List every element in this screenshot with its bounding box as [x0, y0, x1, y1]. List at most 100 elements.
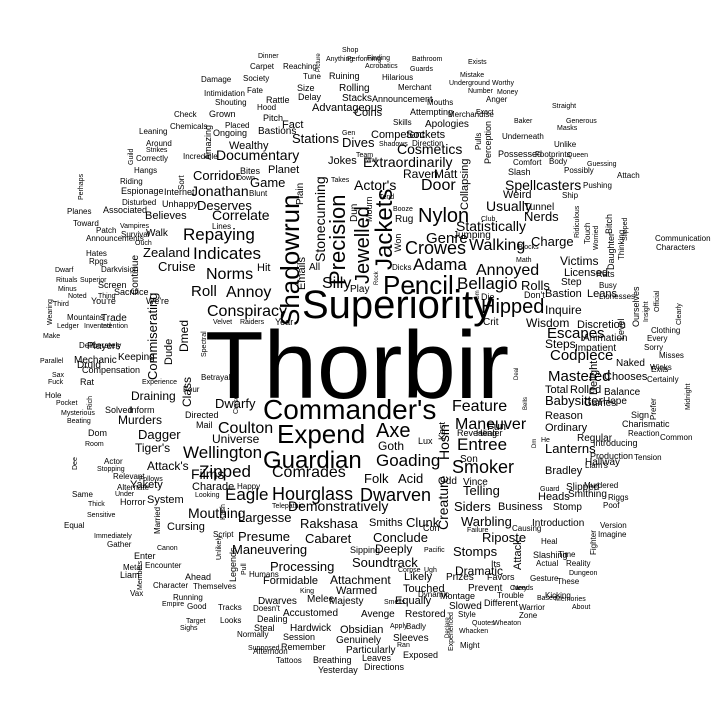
word-hardwick: Hardwick: [290, 623, 332, 634]
word-bradley: Bradley: [545, 465, 583, 477]
word-correctly: Guild: [128, 149, 135, 165]
word-repaying: Repaying: [183, 225, 255, 244]
word-dealing: Dealing: [257, 614, 288, 624]
word-games: Games: [584, 398, 616, 409]
word-hourglass: Hourglass: [272, 484, 353, 504]
word-strikes: Leaning: [139, 127, 167, 136]
word-tension: Production: [590, 451, 633, 461]
word-members: Pull: [241, 563, 248, 575]
word-avenge: Avenge: [361, 609, 395, 620]
word-rolling: Advantageous: [312, 102, 383, 114]
word-reason: Reason: [545, 410, 583, 422]
word-reaction: Sign: [631, 410, 649, 420]
word-step: Ship: [562, 191, 579, 200]
word-common: Charismatic: [622, 419, 670, 429]
word-dude: Spectral: [201, 331, 208, 357]
word-team: Competent: [371, 129, 425, 141]
word-beating: Mysterious: [61, 410, 95, 417]
word-pulls: Skills: [393, 118, 412, 127]
word-ship: Blocks: [518, 244, 539, 251]
word-possibly: Body: [549, 157, 567, 166]
word-prevent: Prevent: [468, 583, 503, 594]
word-coulton: Coulton: [218, 420, 273, 437]
word-dee: Mail: [196, 420, 213, 430]
word-underground: Worthy: [492, 80, 515, 87]
word-version: Poof: [603, 501, 620, 510]
word-naked: Impatient: [575, 343, 616, 354]
word-vax: Humans: [249, 570, 279, 579]
word-inquire: Leans: [587, 288, 617, 300]
word-canon: Happy: [237, 482, 260, 491]
word-accustomed: Accustomed: [283, 608, 338, 619]
word-amazing: Correctly: [136, 154, 168, 163]
word-bites: Internet: [164, 187, 195, 197]
word-restored: Restored: [405, 609, 446, 620]
word-kest: Deal: [514, 368, 520, 380]
word-style: Wheaton: [493, 620, 521, 627]
word-dinner: Reaching: [283, 62, 317, 71]
word-feature: Feature: [452, 398, 507, 415]
word-smiths: Smiths: [369, 517, 403, 529]
word-matt: Matt: [434, 167, 458, 181]
word-druid: Raiders: [240, 319, 265, 326]
word-reality: Actual: [536, 559, 558, 568]
word-target: Looks: [220, 616, 241, 625]
word-indicates: Indicates: [193, 244, 261, 263]
word-equally: Equally: [395, 595, 432, 607]
word-siders: Siders: [454, 499, 491, 514]
word-licensed: Victims: [560, 254, 598, 268]
word-zone: Warrior: [519, 603, 545, 612]
word-ordinary: Ordinary: [545, 422, 588, 434]
word-murders: Murders: [118, 413, 162, 427]
word-body: Attach: [617, 171, 640, 180]
word-picture: Carpet: [250, 62, 275, 71]
word-midnight: Prefer: [649, 398, 658, 420]
word-cabaret: Cabaret: [305, 531, 352, 546]
word-pencil: Pencil: [383, 270, 454, 300]
word-babysitter: Babysitter: [545, 393, 603, 408]
word-failure: Style: [458, 610, 476, 619]
word-queen: Generous: [566, 118, 597, 125]
word-baker: Footprints: [535, 150, 571, 159]
word-themselves: Vax: [130, 589, 143, 598]
word-obsidian: Obsidian: [340, 624, 383, 636]
word-afternoon: Afternoon: [253, 647, 288, 656]
word-acrobatics: Finding: [367, 55, 390, 62]
word-needs: Failure: [467, 527, 489, 534]
word-impatient: Steps: [545, 337, 576, 351]
word-advantageous: Fact: [282, 119, 303, 131]
word-folk: Folk: [364, 471, 389, 486]
word-hope: Balance: [604, 387, 641, 398]
word-dwarfy: Dwarfy: [215, 396, 256, 411]
word-worried: Bitch: [604, 214, 614, 234]
word-down: Planet: [268, 164, 299, 176]
word-plain: Plain: [295, 183, 306, 205]
word-leaning: Chemicals: [170, 122, 207, 131]
word-wheaton: Might: [460, 641, 480, 650]
word-ran: Apply: [390, 623, 408, 630]
word-hipped: Hipped: [481, 296, 544, 318]
word-majesty: Majesty: [329, 596, 363, 607]
word-escapes: Escapes: [547, 325, 605, 342]
word-genre: Genre: [426, 230, 468, 247]
word-dives: Dives: [342, 135, 375, 150]
word-kicking: These: [557, 577, 580, 586]
word-ourselves: Clearly: [676, 303, 683, 325]
word-rattle: Size: [297, 83, 315, 93]
word-actors: Actor's: [354, 177, 396, 193]
word-slowed: Slowed: [449, 601, 482, 612]
word-telepathic: Kash: [220, 504, 227, 520]
word-bastions: Pitch: [263, 113, 283, 123]
word-looks: Good: [187, 602, 207, 611]
word-riposte: Riposte: [482, 530, 526, 545]
word-delay: Tune: [303, 72, 321, 81]
word-hates: Ouch: [135, 240, 152, 247]
word-good: Running: [173, 593, 203, 602]
word-slipped: Hallway: [585, 457, 620, 468]
word-heads: Slipped: [566, 482, 599, 493]
word-society: Hood: [257, 103, 276, 112]
word-velvet: Dmed: [177, 320, 191, 352]
word-pull: Legends: [228, 547, 238, 582]
word-stonecunning: Stonecunning: [312, 176, 328, 262]
word-expend: Expend: [277, 419, 365, 449]
